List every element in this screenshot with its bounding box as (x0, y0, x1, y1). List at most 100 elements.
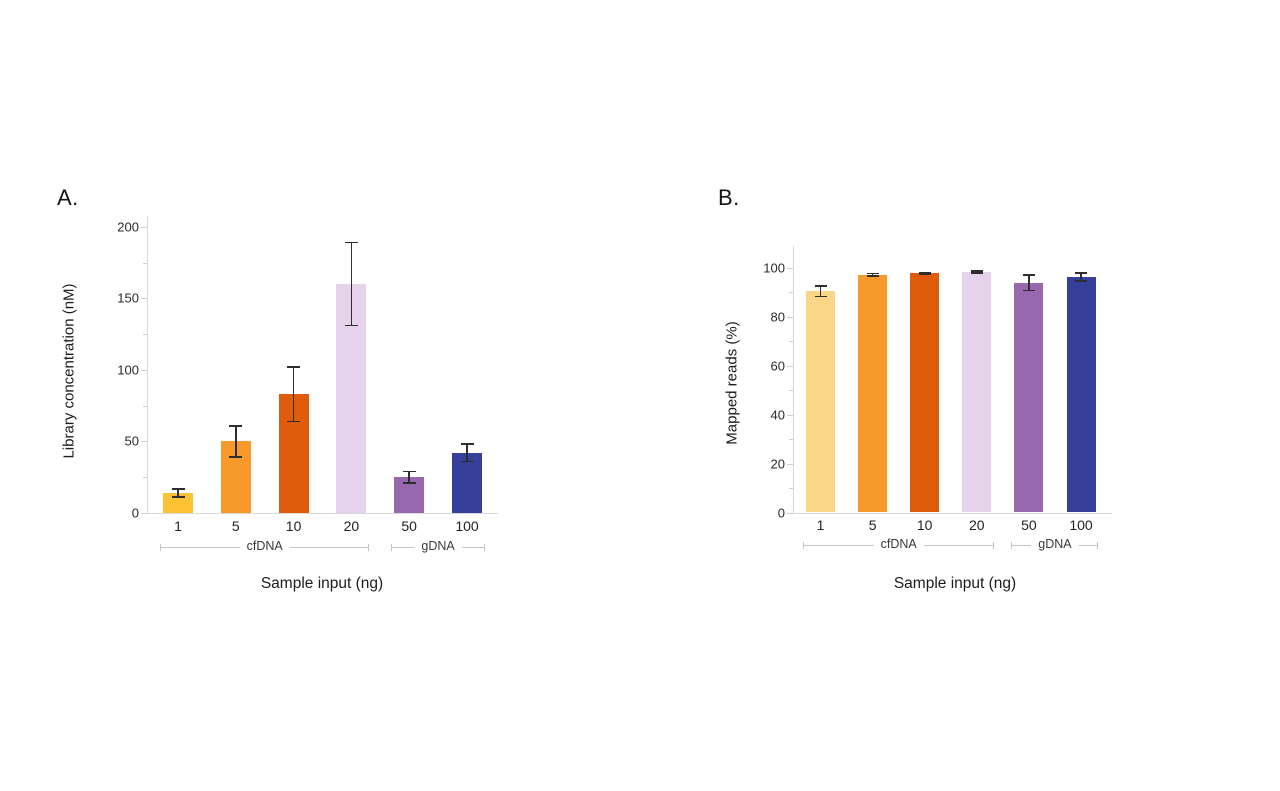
error-bar-cap-bottom (866, 275, 879, 277)
y-minor-tick (789, 292, 793, 294)
error-bar-cap-top (460, 443, 474, 446)
x-axis-line (147, 513, 498, 514)
y-major-tick (787, 512, 793, 514)
y-tick-label: 200 (117, 219, 139, 235)
x-tick-label: 5 (231, 518, 240, 534)
y-minor-tick (143, 405, 147, 407)
error-bar-line (871, 273, 874, 276)
y-tick-label: 50 (124, 433, 139, 449)
error-bar-cap-bottom (1075, 279, 1087, 282)
error-bar-cap-bottom (1022, 289, 1035, 292)
error-bar-line (1028, 274, 1030, 291)
y-minor-tick (789, 390, 793, 392)
y-major-tick (141, 226, 147, 228)
x-axis-line (793, 512, 1112, 514)
error-bar-line (466, 444, 468, 462)
bar-100ng (1066, 276, 1096, 513)
x-tick-label: 100 (1069, 517, 1093, 533)
chart-b-y-axis-title: Mapped reads (%) (723, 321, 741, 445)
group-bracket-cfdna: cfDNA (160, 539, 370, 553)
panel-label-a: A. (57, 185, 79, 210)
x-tick-label: 50 (401, 518, 417, 534)
error-bar-cap-bottom (229, 456, 243, 459)
bracket-line (804, 544, 874, 546)
y-tick-label: 100 (763, 260, 785, 276)
y-tick-label: 150 (117, 290, 139, 306)
bar-20ng (962, 272, 992, 513)
panel-label-b: B. (718, 185, 740, 210)
error-bar-line (350, 242, 353, 326)
x-tick-label: 20 (343, 518, 360, 534)
y-major-tick (787, 267, 793, 269)
y-tick-label: 80 (770, 309, 785, 325)
group-bracket-cfdna: cfDNA (803, 537, 995, 551)
x-tick-label: 10 (916, 517, 933, 533)
x-tick-label: 50 (1021, 517, 1037, 533)
y-tick-label: 60 (770, 358, 785, 374)
error-bar-cap-bottom (344, 324, 358, 327)
group-label: cfDNA (246, 539, 283, 553)
x-tick-label: 1 (816, 517, 825, 533)
bracket-line (392, 546, 415, 548)
error-bar-line (819, 285, 822, 297)
group-label: gDNA (1038, 537, 1072, 551)
error-bar-cap-top (287, 366, 301, 368)
y-minor-tick (143, 334, 147, 336)
chart-a-y-axis-title: Library concentration (nM) (60, 283, 78, 459)
chart-a-x-axis-title: Sample input (ng) (260, 575, 384, 592)
error-bar-line (177, 488, 179, 498)
error-bar-line (292, 367, 295, 422)
y-minor-tick (789, 439, 793, 441)
bar-5ng (858, 274, 888, 513)
y-major-tick (787, 414, 793, 416)
error-bar-cap-bottom (402, 482, 416, 484)
error-bar-line (235, 425, 237, 458)
x-tick-label: 10 (285, 518, 302, 534)
y-major-tick (141, 369, 147, 371)
bracket-line (1078, 544, 1098, 546)
y-minor-tick (143, 262, 147, 264)
y-major-tick (141, 441, 147, 443)
y-tick-label: 0 (131, 505, 139, 521)
error-bar-cap-bottom (970, 271, 983, 274)
group-label: cfDNA (880, 537, 917, 551)
bracket-line (1012, 544, 1032, 546)
y-minor-tick (143, 477, 147, 479)
bracket-line (923, 544, 994, 546)
y-tick-label: 0 (777, 505, 785, 520)
error-bar-cap-top (866, 272, 879, 275)
group-bracket-gdna: gDNA (1011, 537, 1099, 551)
error-bar-cap-top (171, 487, 185, 490)
bar-1ng (163, 492, 193, 513)
bracket-line (461, 546, 484, 548)
error-bar-cap-bottom (814, 295, 827, 298)
error-bar-cap-bottom (287, 420, 301, 423)
y-tick-label: 40 (770, 407, 785, 423)
bracket-line (161, 546, 240, 548)
bracket-end-tick (803, 541, 804, 549)
y-minor-tick (789, 341, 793, 343)
bracket-end-tick (160, 543, 161, 551)
bracket-end-tick (484, 543, 485, 551)
error-bar-cap-top (229, 424, 243, 427)
error-bar-line (1080, 273, 1082, 281)
y-tick-label: 100 (117, 362, 139, 378)
bracket-line (289, 546, 369, 548)
error-bar-cap-bottom (918, 273, 931, 275)
error-bar-cap-top (918, 271, 931, 274)
error-bar-cap-top (970, 270, 983, 273)
y-major-tick (141, 513, 147, 514)
y-major-tick (141, 298, 147, 300)
error-bar-cap-top (814, 284, 827, 287)
bracket-end-tick (391, 543, 393, 551)
bracket-end-tick (1097, 541, 1099, 549)
bar-10ng (910, 273, 940, 513)
y-minor-tick (789, 488, 793, 490)
chart-b-x-axis-title: Sample input (ng) (893, 575, 1017, 592)
x-tick-label: 20 (969, 517, 985, 533)
error-bar-cap-top (1022, 273, 1035, 276)
bar-1ng (806, 291, 835, 513)
error-bar-cap-bottom (460, 460, 474, 463)
bracket-end-tick (993, 541, 995, 549)
